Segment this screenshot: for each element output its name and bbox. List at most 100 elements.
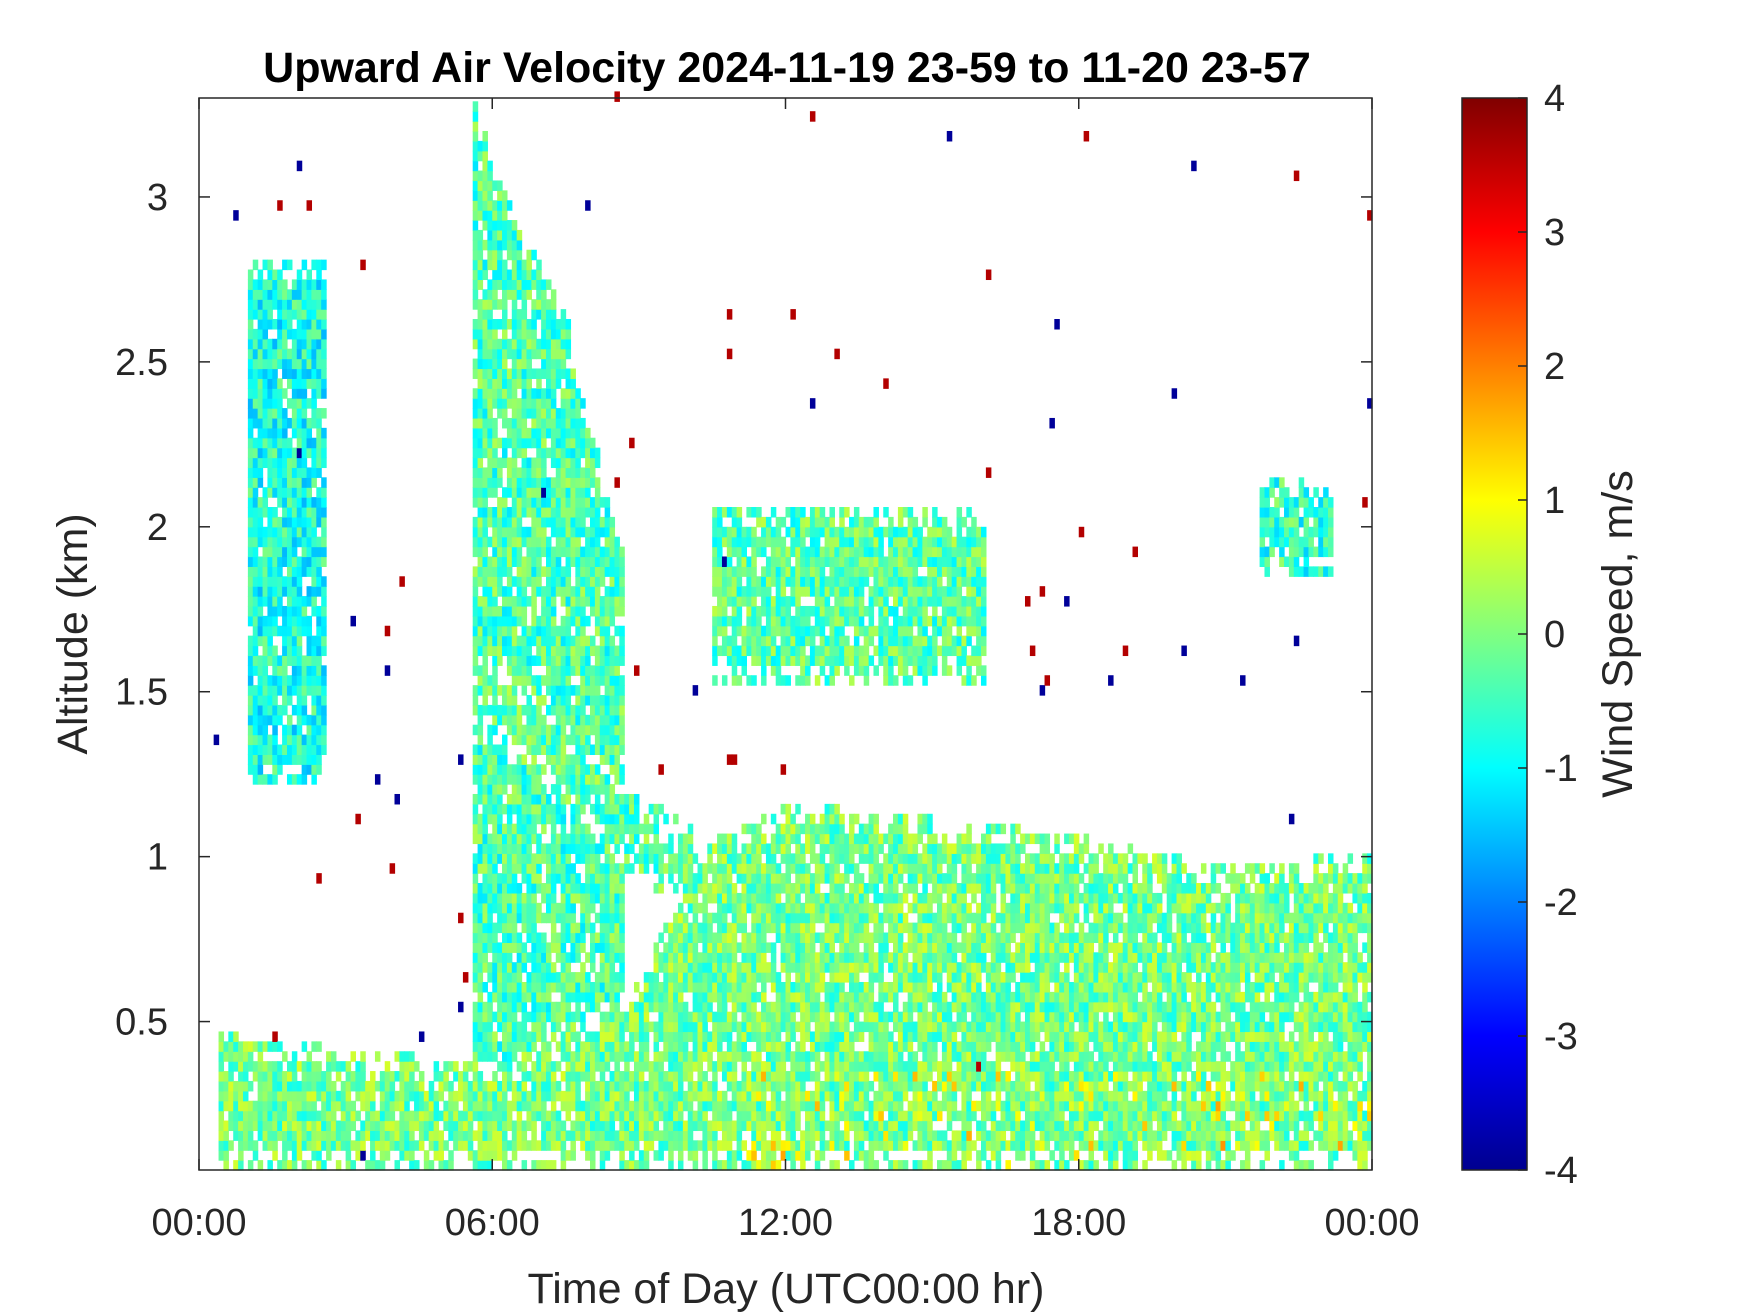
heatmap-cell <box>506 922 513 934</box>
heatmap-cell <box>409 1080 415 1092</box>
heatmap-cell <box>365 1110 371 1122</box>
heatmap-cell <box>609 833 616 845</box>
heatmap-cell <box>272 467 278 478</box>
heatmap-cell <box>648 1080 655 1092</box>
heatmap-cell <box>624 1130 630 1141</box>
heatmap-cell <box>379 1080 386 1092</box>
heatmap-cell <box>565 675 572 686</box>
heatmap-cell <box>790 655 796 666</box>
heatmap-cell <box>775 645 782 657</box>
heatmap-cell <box>262 1120 269 1132</box>
heatmap-cell <box>296 744 303 755</box>
heatmap-cell <box>272 289 278 300</box>
heatmap-cell <box>546 378 552 389</box>
heatmap-cell <box>619 645 625 657</box>
heatmap-cell <box>262 566 269 577</box>
heatmap-cell <box>594 793 601 805</box>
heatmap-cell <box>580 784 586 795</box>
heatmap-cell <box>643 843 650 854</box>
heatmap-cell <box>379 1140 386 1151</box>
heatmap-cell <box>409 1120 415 1132</box>
heatmap-cell <box>741 1140 747 1151</box>
heatmap-cell <box>580 1140 586 1151</box>
heatmap-cell <box>717 615 723 627</box>
heatmap-cell <box>541 962 547 973</box>
heatmap-cell <box>321 704 327 716</box>
heatmap-cell <box>702 1071 708 1082</box>
heatmap-cell <box>785 675 791 686</box>
heatmap-cell <box>550 675 557 686</box>
heatmap-cell <box>306 546 313 558</box>
heatmap-cell <box>717 853 723 864</box>
heatmap-cell <box>277 348 283 360</box>
heatmap-cell <box>316 635 322 647</box>
heatmap-cell <box>301 408 308 419</box>
heatmap-cell <box>614 1130 620 1141</box>
heatmap-cell <box>555 1080 562 1092</box>
heatmap-cell <box>560 952 567 963</box>
heatmap-cell <box>599 981 606 993</box>
heatmap-cell <box>594 645 601 657</box>
heatmap-cell <box>580 665 586 676</box>
heatmap-cell <box>536 695 542 706</box>
heatmap-cell <box>712 655 718 666</box>
heatmap-cell <box>482 793 488 805</box>
heatmap-cell <box>311 348 317 360</box>
heatmap-cell <box>575 526 581 538</box>
heatmap-cell <box>374 1140 381 1151</box>
heatmap-cell <box>272 1130 278 1141</box>
heatmap-cell <box>653 991 660 1003</box>
heatmap-cell <box>546 596 552 607</box>
heatmap-cell <box>560 922 567 934</box>
heatmap-cell <box>565 883 572 894</box>
heatmap-cell <box>580 576 586 587</box>
heatmap-cell <box>702 991 708 1003</box>
heatmap-cell <box>286 566 293 577</box>
heatmap-cell <box>785 566 791 577</box>
heatmap-cell <box>790 902 796 914</box>
heatmap-cell <box>389 1090 396 1102</box>
heatmap-cell <box>526 853 532 864</box>
heatmap-cell <box>482 625 488 637</box>
heatmap-cell <box>335 1061 342 1072</box>
heatmap-cell <box>252 408 259 419</box>
heatmap-cell <box>555 477 562 488</box>
heatmap-cell <box>477 991 484 1003</box>
heatmap-cell <box>805 991 811 1003</box>
heatmap-cell <box>673 1071 679 1082</box>
heatmap-cell <box>242 1071 249 1082</box>
heatmap-cell <box>775 972 782 983</box>
heatmap-cell <box>692 912 699 924</box>
heatmap-cell <box>257 635 264 647</box>
heatmap-cell <box>677 1041 684 1052</box>
heatmap-cell <box>550 507 557 518</box>
heatmap-cell <box>682 1041 689 1052</box>
heatmap-cell <box>604 912 611 924</box>
heatmap-cell <box>541 338 547 350</box>
heatmap-cell <box>682 892 689 904</box>
heatmap-cell <box>394 793 400 805</box>
heatmap-cell <box>321 319 327 330</box>
heatmap-cell <box>311 388 317 399</box>
heatmap-cell <box>687 1021 694 1033</box>
heatmap-cell <box>736 605 743 617</box>
heatmap-cell <box>780 932 787 944</box>
heatmap-cell <box>687 1130 694 1141</box>
heatmap-cell <box>472 873 479 884</box>
heatmap-cell <box>756 952 762 963</box>
heatmap-cell <box>761 516 767 528</box>
heatmap-cell <box>594 744 601 755</box>
heatmap-cell <box>614 1051 620 1062</box>
heatmap-cell <box>726 1150 733 1161</box>
heatmap-cell <box>580 744 586 755</box>
heatmap-cell <box>673 952 679 963</box>
heatmap-cell <box>286 655 293 666</box>
heatmap-cell <box>291 1150 298 1161</box>
heatmap-cell <box>321 338 327 350</box>
heatmap-cell <box>340 1140 347 1151</box>
heatmap-cell <box>472 1031 479 1042</box>
heatmap-cell <box>526 981 532 993</box>
heatmap-cell <box>531 892 537 904</box>
heatmap-cell <box>252 586 259 597</box>
heatmap-cell <box>286 487 293 498</box>
